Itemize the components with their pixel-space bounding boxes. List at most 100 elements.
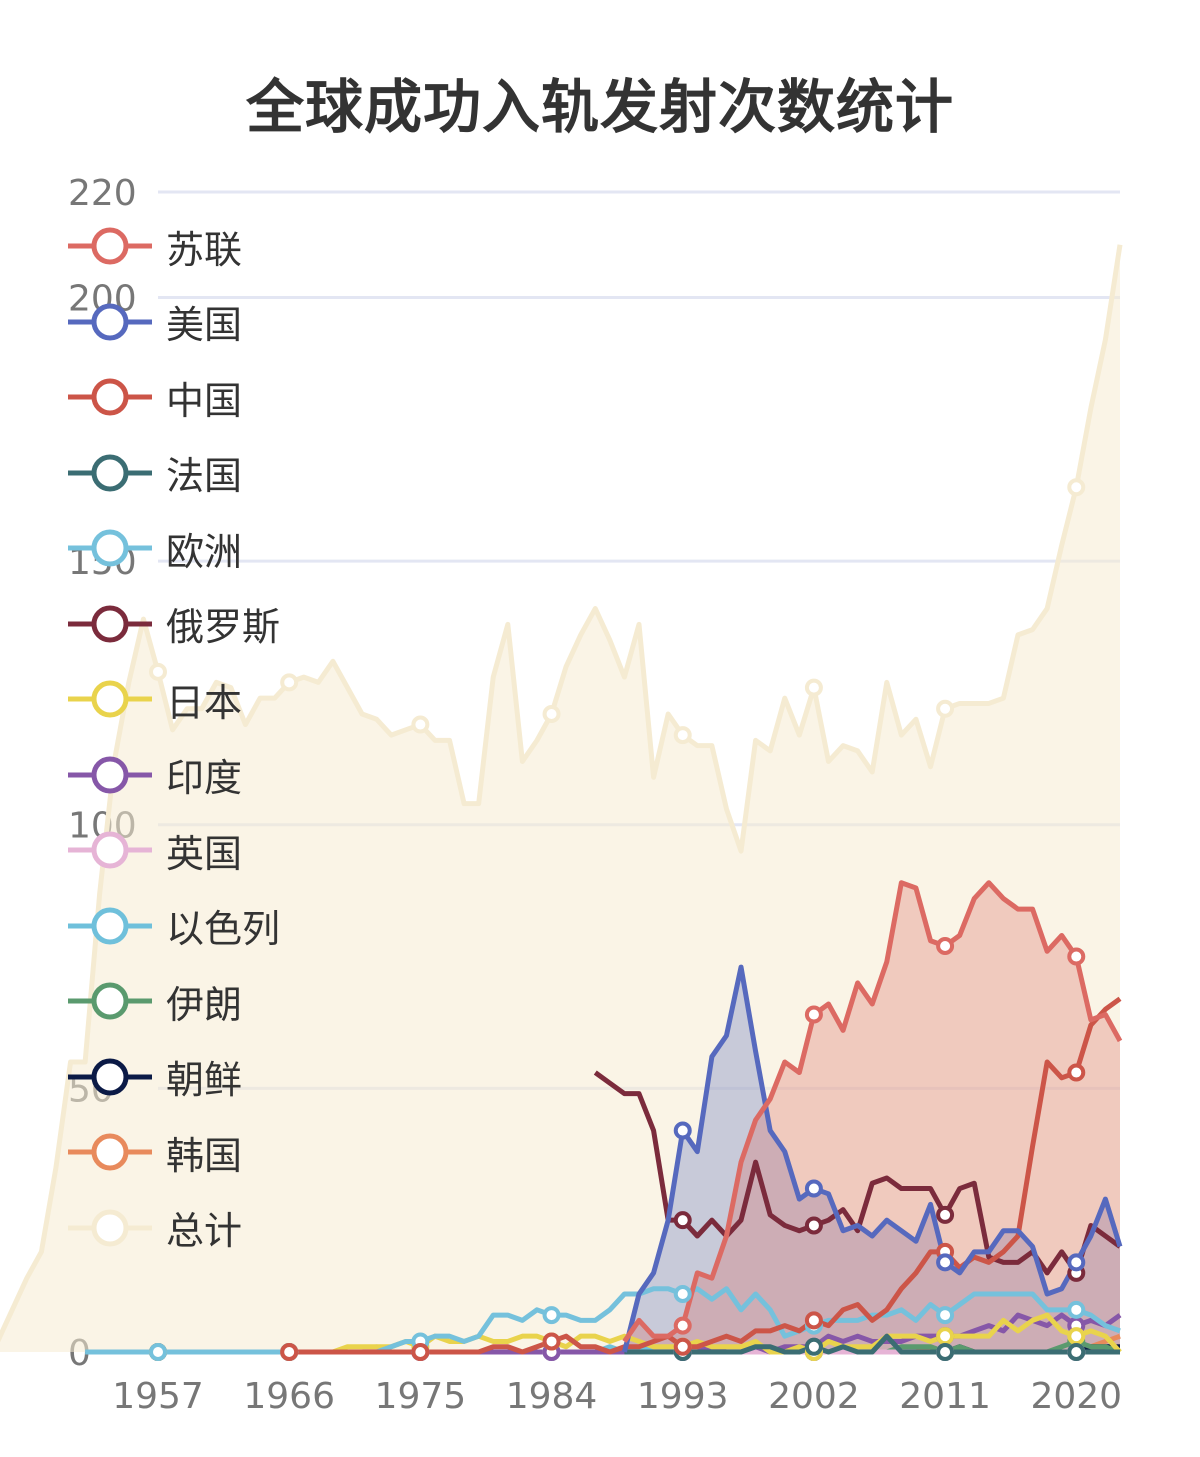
legend-item[interactable]: 中国 bbox=[68, 367, 242, 427]
legend-marker-circle bbox=[91, 1133, 129, 1171]
legend-marker-icon bbox=[68, 1133, 152, 1171]
legend-item[interactable]: 伊朗 bbox=[68, 971, 242, 1031]
data-point bbox=[1067, 1343, 1086, 1361]
data-point bbox=[804, 1216, 823, 1235]
x-tick-label: 1993 bbox=[637, 1376, 729, 1417]
series-line bbox=[0, 244, 1123, 1343]
data-point bbox=[542, 1332, 561, 1351]
legend-label: 印度 bbox=[166, 756, 243, 800]
data-point bbox=[804, 678, 823, 697]
data-point bbox=[936, 1253, 955, 1272]
data-point bbox=[673, 1285, 692, 1303]
legend-label: 伊朗 bbox=[166, 982, 243, 1027]
legend-label: 苏联 bbox=[166, 227, 243, 272]
data-point bbox=[936, 1343, 955, 1361]
legend-item[interactable]: 朝鲜 bbox=[68, 1047, 242, 1107]
data-point bbox=[149, 662, 167, 681]
legend-item[interactable]: 印度 bbox=[68, 745, 242, 805]
legend-label: 欧洲 bbox=[166, 529, 243, 574]
legend-marker-icon bbox=[68, 831, 152, 869]
y-tick-label: 220 bbox=[68, 173, 137, 214]
series-line bbox=[621, 964, 1123, 1353]
legend-item[interactable]: 法国 bbox=[68, 443, 242, 503]
legend-marker-circle bbox=[91, 227, 129, 265]
legend-item[interactable]: 苏联 bbox=[68, 216, 242, 276]
data-point bbox=[936, 937, 955, 955]
legend-item[interactable]: 美国 bbox=[68, 292, 242, 352]
data-point bbox=[936, 1327, 955, 1346]
data-point bbox=[673, 1316, 692, 1335]
legend-marker-circle bbox=[91, 605, 129, 642]
data-point bbox=[673, 726, 692, 745]
legend-marker-icon bbox=[68, 227, 152, 265]
legend-label: 美国 bbox=[166, 303, 243, 347]
data-point bbox=[411, 715, 430, 734]
legend-marker-icon bbox=[68, 605, 152, 642]
data-point bbox=[804, 1311, 823, 1330]
legend-marker-icon bbox=[68, 1058, 152, 1095]
series-line bbox=[622, 880, 1123, 1343]
legend-item[interactable]: 俄罗斯 bbox=[68, 594, 280, 654]
legend-label: 韩国 bbox=[166, 1133, 243, 1178]
legend-label: 总计 bbox=[166, 1209, 243, 1253]
x-tick-label: 2011 bbox=[899, 1376, 991, 1417]
data-point bbox=[411, 1343, 430, 1361]
legend-marker-icon bbox=[68, 756, 152, 793]
data-point bbox=[280, 673, 299, 692]
legend-label: 英国 bbox=[166, 831, 243, 876]
legend-marker-circle bbox=[91, 1209, 129, 1246]
x-tick-label: 1966 bbox=[243, 1376, 335, 1417]
legend-marker-icon bbox=[68, 907, 152, 944]
data-point bbox=[1067, 1063, 1086, 1082]
data-point bbox=[280, 1343, 299, 1361]
legend-label: 以色列 bbox=[166, 907, 281, 951]
legend-marker-icon bbox=[68, 303, 152, 340]
legend-label: 日本 bbox=[166, 680, 243, 725]
data-point bbox=[804, 1005, 823, 1024]
data-point bbox=[542, 705, 561, 723]
legend-label: 朝鲜 bbox=[166, 1058, 243, 1102]
data-point bbox=[1067, 478, 1086, 497]
legend-marker-icon bbox=[68, 454, 152, 491]
series-area bbox=[624, 882, 1120, 1352]
data-point bbox=[804, 1337, 823, 1356]
data-point bbox=[1067, 1253, 1086, 1272]
data-point bbox=[936, 1205, 955, 1224]
data-point bbox=[1067, 1327, 1086, 1346]
legend-item[interactable]: 日本 bbox=[68, 669, 242, 729]
legend-label: 俄罗斯 bbox=[166, 605, 281, 649]
chart-title: 全球成功入轨发射次数统计 bbox=[245, 73, 954, 141]
data-point bbox=[936, 1306, 955, 1325]
data-point bbox=[804, 1179, 823, 1198]
legend-item[interactable]: 总计 bbox=[68, 1198, 242, 1258]
data-point bbox=[1067, 1300, 1086, 1319]
legend-item[interactable]: 英国 bbox=[68, 820, 242, 880]
legend-marker-icon bbox=[68, 1209, 152, 1246]
legend-marker-circle bbox=[91, 907, 129, 944]
x-tick-label: 1957 bbox=[112, 1376, 204, 1417]
data-point bbox=[673, 1337, 692, 1356]
legend-item[interactable]: 欧洲 bbox=[68, 518, 242, 578]
legend-marker-circle bbox=[91, 303, 129, 340]
legend-marker-circle bbox=[91, 982, 129, 1020]
legend-item[interactable]: 韩国 bbox=[68, 1122, 242, 1182]
data-point bbox=[673, 1121, 692, 1140]
legend-marker-circle bbox=[91, 454, 129, 491]
data-point bbox=[542, 1306, 561, 1325]
legend-marker-circle bbox=[91, 756, 129, 793]
legend-marker-circle bbox=[91, 680, 129, 718]
data-point bbox=[149, 1343, 167, 1361]
legend-marker-circle bbox=[91, 529, 129, 567]
series-area bbox=[0, 244, 1120, 1352]
legend-marker-icon bbox=[68, 982, 152, 1020]
x-tick-label: 1984 bbox=[506, 1376, 598, 1417]
legend-marker-circle bbox=[91, 1058, 129, 1095]
x-tick-label: 2002 bbox=[768, 1376, 860, 1417]
legend-item[interactable]: 以色列 bbox=[68, 896, 280, 956]
series-line bbox=[624, 1333, 1120, 1355]
legend-marker-icon bbox=[68, 680, 152, 718]
legend-label: 中国 bbox=[166, 378, 243, 423]
legend-marker-icon bbox=[68, 378, 152, 416]
x-tick-label: 2020 bbox=[1030, 1376, 1122, 1417]
